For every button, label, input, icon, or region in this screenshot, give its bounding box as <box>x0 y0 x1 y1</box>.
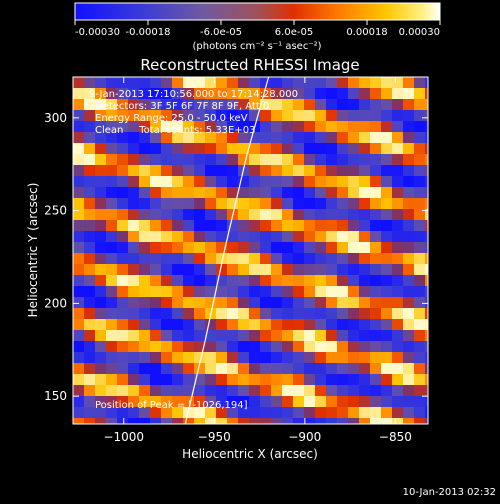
colorbar-tick-label: -0.00018 <box>126 27 171 38</box>
plot-frame <box>72 76 429 425</box>
colorbar-units: (photons cm⁻² s⁻¹ asec⁻²) <box>192 41 321 52</box>
colorbar-tick-label: 6.0e-05 <box>275 27 313 38</box>
solar-limb-curve <box>184 77 270 424</box>
annotation-block: 9-Jan-2013 17:10:56.000 to 17:14:28.000 … <box>89 89 298 411</box>
x-tick-label: −1000 <box>103 430 144 444</box>
y-axis: 150 200 250 300 <box>44 111 428 403</box>
x-tick-label: −950 <box>198 430 231 444</box>
colorbar-gradient <box>74 2 441 21</box>
annotation-clean: Clean Total counts: 5.33E+03 <box>95 125 255 136</box>
x-axis-label: Heliocentric X (arcsec) <box>182 447 318 461</box>
heatmap-image <box>73 77 428 424</box>
annotation-time-range: 9-Jan-2013 17:10:56.000 to 17:14:28.000 <box>89 89 298 100</box>
colorbar-tick-label: 0.00030 <box>399 27 440 38</box>
x-tick-label: −850 <box>379 430 412 444</box>
y-tick-label: 150 <box>44 389 67 403</box>
x-tick-label: −900 <box>288 430 321 444</box>
colorbar-tick-label: 0.00018 <box>346 27 387 38</box>
colorbar: -0.00030 -0.00018 -6.0e-05 6.0e-05 0.00018 0.… <box>74 2 441 52</box>
chart-title: Reconstructed RHESSI Image <box>140 56 359 74</box>
annotation-detectors: Detectors: 3F 5F 6F 7F 8F 9F, Att 0 <box>95 101 269 112</box>
colorbar-tick-label: -0.00030 <box>75 27 120 38</box>
annotation-peak: Position of Peak = [-1026,194] <box>95 400 248 411</box>
y-tick-label: 200 <box>44 296 67 310</box>
colorbar-ticks: -0.00030 -0.00018 -6.0e-05 6.0e-05 0.00018 0.… <box>74 20 441 38</box>
colorbar-tick-label: -6.0e-05 <box>200 27 242 38</box>
footer-timestamp: 10-Jan-2013 02:32 <box>403 487 496 498</box>
y-tick-label: 250 <box>44 204 67 218</box>
y-tick-label: 300 <box>44 111 67 125</box>
y-axis-label: Heliocentric Y (arcsec) <box>26 183 40 318</box>
x-axis: −1000 −950 −900 −850 <box>103 77 412 444</box>
annotation-energy: Energy Range: 25.0 - 50.0 keV <box>95 113 248 124</box>
